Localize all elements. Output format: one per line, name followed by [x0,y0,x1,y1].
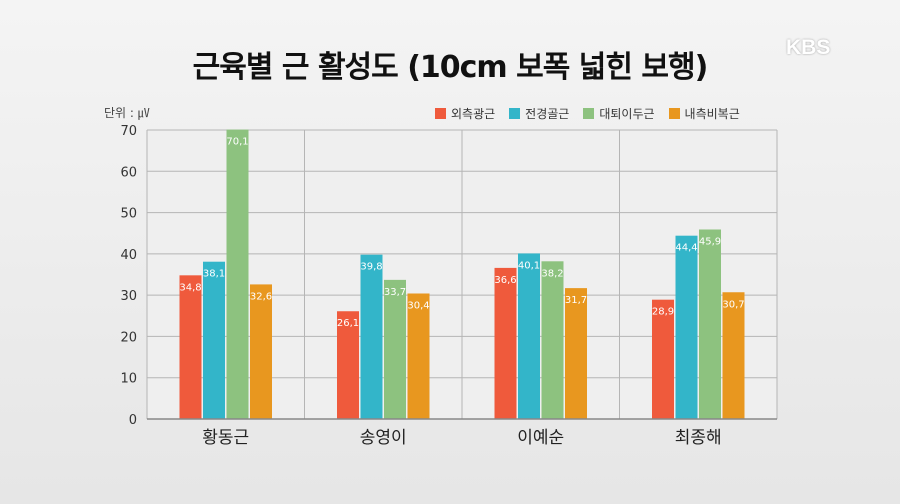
data-label: 38,2 [541,268,563,279]
y-tick-label: 20 [120,330,137,345]
data-label: 30,7 [722,299,744,310]
legend-label: 전경골근 [525,107,570,121]
bar [179,275,202,419]
legend-swatch [668,108,680,119]
legend-item: 전경골근 [509,105,569,122]
data-label: 33,7 [384,287,406,298]
legend-item: 내측비복근 [668,105,740,122]
data-label: 70,1 [226,137,248,148]
data-label: 30,4 [407,300,429,311]
legend-label: 대퇴이두근 [599,107,655,121]
y-tick-label: 40 [120,248,137,263]
legend-swatch [509,108,521,119]
y-tick-label: 0 [129,413,137,428]
bar [407,293,430,419]
bar [565,288,587,419]
legend-swatch [583,108,595,119]
y-tick-label: 50 [120,207,137,222]
bar [652,299,674,419]
bar [518,253,540,419]
bar [226,129,249,419]
data-label: 44,4 [675,243,697,254]
bar [337,311,359,419]
bar [360,254,383,419]
y-tick-label: 60 [120,165,137,180]
unit-label: 단위 : ㎶ [104,106,150,120]
data-label: 31,7 [565,295,587,306]
x-tick-label: 최종해 [675,428,722,448]
bar [384,279,406,419]
data-label: 40,1 [518,260,540,271]
x-tick-label: 이예순 [517,428,564,448]
bar [699,229,721,419]
data-label: 36,6 [494,275,516,286]
bar [722,292,745,419]
data-label: 38,1 [203,269,225,280]
chart-legend: 외측광근 전경골근 대퇴이두근 내측비복근 [435,105,740,122]
y-tick-label: 30 [120,289,137,304]
data-label: 45,9 [699,236,721,247]
x-tick-label: 황동근 [202,428,249,448]
y-tick-label: 70 [120,124,137,139]
bar [250,284,272,419]
bar [203,261,225,419]
legend-label: 내측비복근 [684,107,740,121]
x-tick-label: 송영이 [360,428,407,448]
legend-label: 외측광근 [451,107,496,121]
chart-title: 근육별 근 활성도 (10cm 보폭 넓힌 보행) [192,50,709,85]
data-label: 32,6 [250,291,272,302]
data-label: 26,1 [337,318,359,329]
y-tick-label: 10 [120,372,137,387]
bar [494,267,517,419]
data-label: 34,8 [179,282,201,293]
legend-swatch [435,108,446,119]
kbs-logo: KBS [786,36,831,59]
legend-item: 외측광근 [435,105,495,122]
data-label: 39,8 [360,262,382,273]
bar [541,261,564,419]
bar [675,235,698,419]
legend-item: 대퇴이두근 [583,105,655,122]
data-label: 28,9 [652,307,674,318]
